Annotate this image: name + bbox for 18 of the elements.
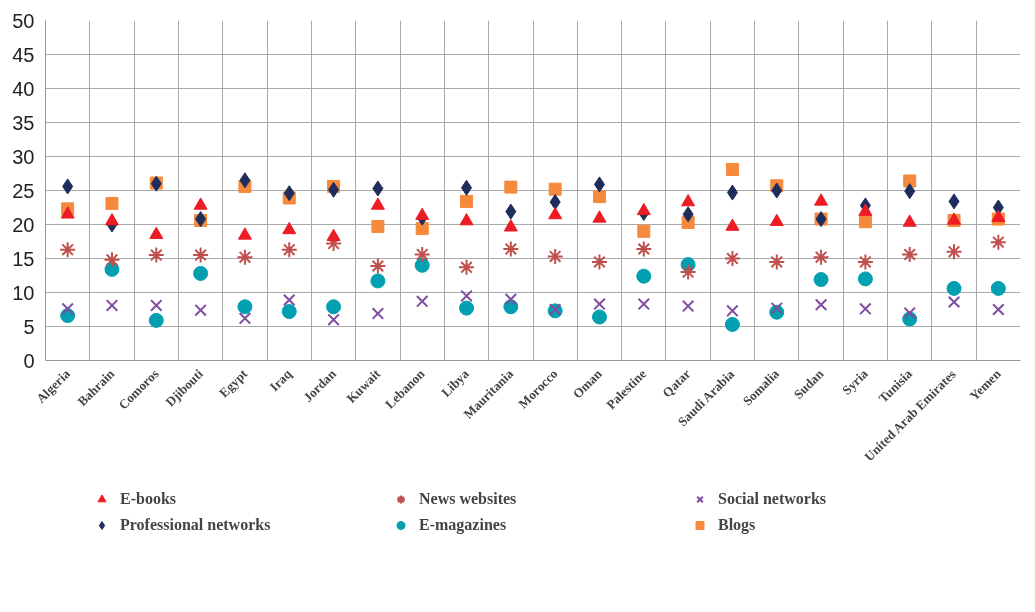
y-tick-label: 25 <box>12 179 35 202</box>
legend-label: E-magazines <box>419 516 508 534</box>
y-tick-label: 15 <box>12 247 35 270</box>
legend-label: Blogs <box>718 516 757 534</box>
y-tick-label: 40 <box>12 77 35 100</box>
y-tick-label: 0 <box>23 349 35 372</box>
y-tick-label: 20 <box>12 213 35 236</box>
legend-label: E-books <box>120 490 178 508</box>
legend-label: Professional networks <box>120 516 272 534</box>
y-tick-label: 5 <box>23 315 35 338</box>
legend-label: Social networks <box>718 490 827 508</box>
legend-label: News websites <box>419 490 518 508</box>
y-tick-label: 45 <box>12 43 35 66</box>
y-tick-label: 30 <box>12 145 35 168</box>
y-tick-label: 10 <box>12 281 35 304</box>
y-tick-label: 50 <box>12 9 35 32</box>
x-tick-label: Iraq <box>266 365 296 395</box>
y-tick-label: 35 <box>12 111 35 134</box>
